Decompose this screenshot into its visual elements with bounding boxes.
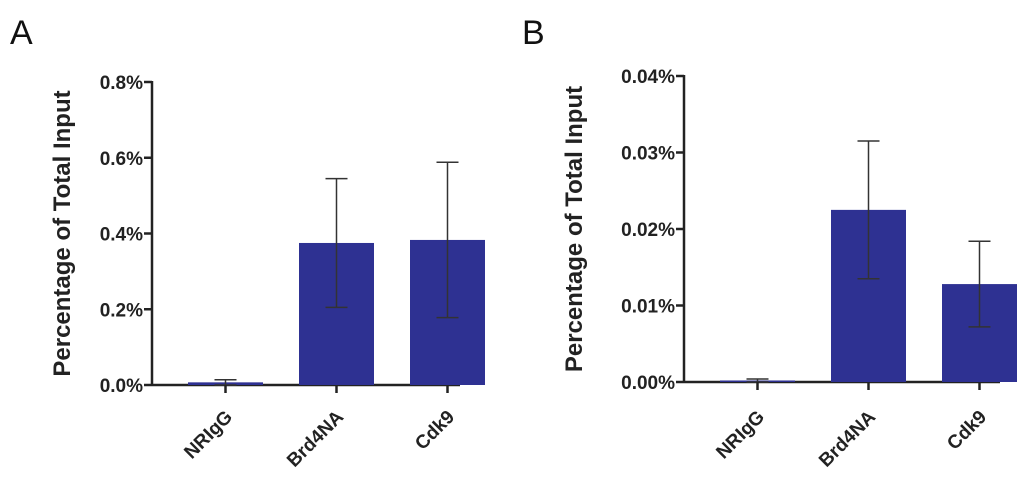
x-tick-label: Cdk9 (411, 407, 459, 455)
panel-a: A Percentage of Total Input 0.0% 0.2% 0.4% 0.… (10, 14, 485, 472)
y-tick-label: 0.04% (621, 67, 675, 88)
y-tick-label: 0.2% (100, 300, 143, 321)
y-axis-label: Percentage of Total Input (561, 86, 588, 372)
y-tick-label: 0.8% (100, 73, 143, 94)
y-tick-label: 0.4% (100, 225, 143, 246)
y-tick-label: 0.0% (100, 376, 143, 397)
panel-b: B Percentage of Total Input 0.00% 0.01% 0.02… (522, 14, 1017, 472)
y-tick-label: 0.02% (621, 220, 675, 241)
x-tick-label: NRIgG (180, 407, 237, 464)
y-axis-label: Percentage of Total Input (49, 90, 76, 376)
x-tick-label: Brd4NA (815, 406, 880, 471)
x-tick-label: Cdk9 (943, 407, 991, 455)
y-tick-label: 0.01% (621, 297, 675, 318)
panel-letter: A (10, 14, 33, 52)
panel-letter: B (522, 14, 545, 52)
y-tick-label: 0.00% (621, 373, 675, 394)
x-tick-label: Brd4NA (283, 406, 348, 471)
y-tick-label: 0.6% (100, 149, 143, 170)
y-tick-label: 0.03% (621, 144, 675, 165)
x-tick-label: NRIgG (712, 407, 769, 464)
